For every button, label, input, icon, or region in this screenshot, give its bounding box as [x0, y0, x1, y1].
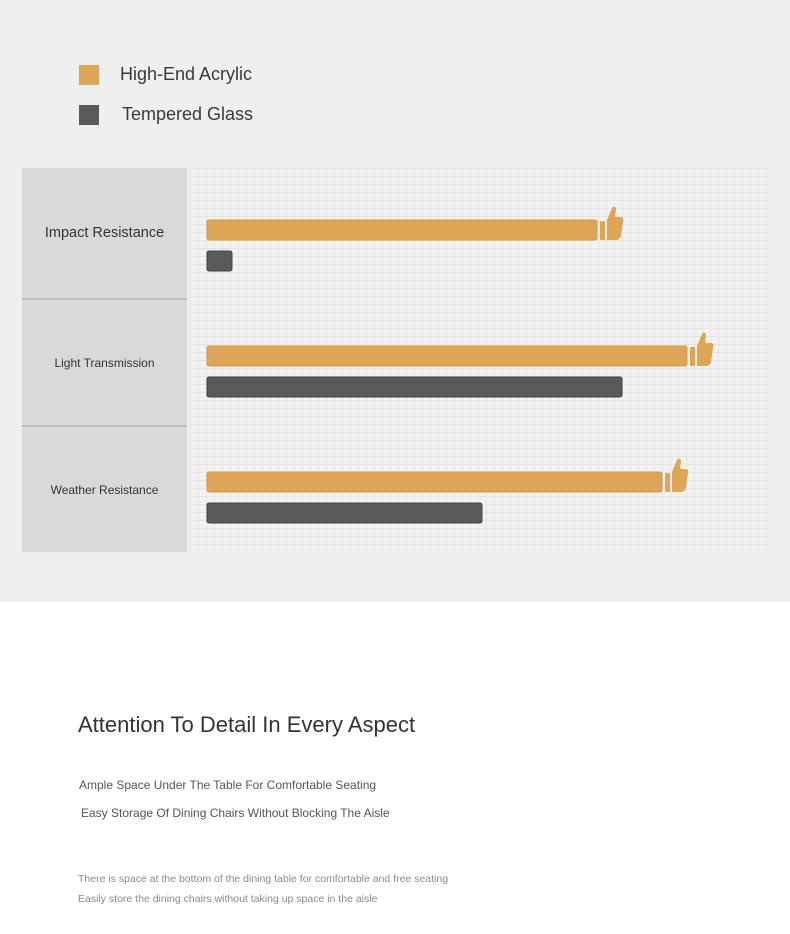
- bar-acrylic-0: [206, 219, 598, 241]
- thumbs-up-icon: [665, 458, 689, 492]
- feature-item: Ample Space Under The Table For Comforta…: [79, 778, 377, 792]
- bar-chart: Impact Resistance Light Transmission Wea…: [22, 168, 768, 552]
- thumbs-up-icon: [600, 206, 624, 240]
- legend-swatch-glass: [79, 104, 99, 125]
- plot-area: [190, 168, 768, 552]
- note-item: There is space at the bottom of the dini…: [78, 873, 449, 885]
- row-divider: [22, 425, 187, 427]
- category-label-impact: Impact Resistance: [44, 225, 165, 241]
- bar-glass-2: [206, 502, 483, 524]
- legend-item-glass: Tempered Glass: [79, 104, 253, 125]
- bar-glass-0: [206, 250, 233, 272]
- legend-label-glass: Tempered Glass: [122, 104, 254, 124]
- bar-acrylic-1: [206, 345, 688, 367]
- comparison-panel: High-End Acrylic Tempered Glass Impact R…: [0, 0, 790, 602]
- legend-item-acrylic: High-End Acrylic: [79, 64, 252, 85]
- category-label-column: Impact Resistance Light Transmission Wea…: [22, 168, 187, 552]
- bars-svg: [206, 206, 714, 524]
- category-label-weather: Weather Resistance: [50, 482, 159, 497]
- section-heading: Attention To Detail In Every Aspect: [78, 712, 416, 737]
- legend-swatch-acrylic: [79, 64, 99, 85]
- note-item: Easily store the dining chairs without t…: [78, 893, 378, 905]
- row-divider: [22, 298, 187, 300]
- detail-section: Attention To Detail In Every Aspect Ampl…: [0, 602, 790, 934]
- bar-acrylic-2: [206, 471, 663, 493]
- feature-item: Easy Storage Of Dining Chairs Without Bl…: [81, 806, 390, 820]
- bar-glass-1: [206, 376, 623, 398]
- chart-legend: High-End Acrylic Tempered Glass: [0, 0, 790, 150]
- category-label-light: Light Transmission: [54, 356, 155, 370]
- thumbs-up-icon: [690, 332, 714, 366]
- legend-label-acrylic: High-End Acrylic: [120, 64, 253, 84]
